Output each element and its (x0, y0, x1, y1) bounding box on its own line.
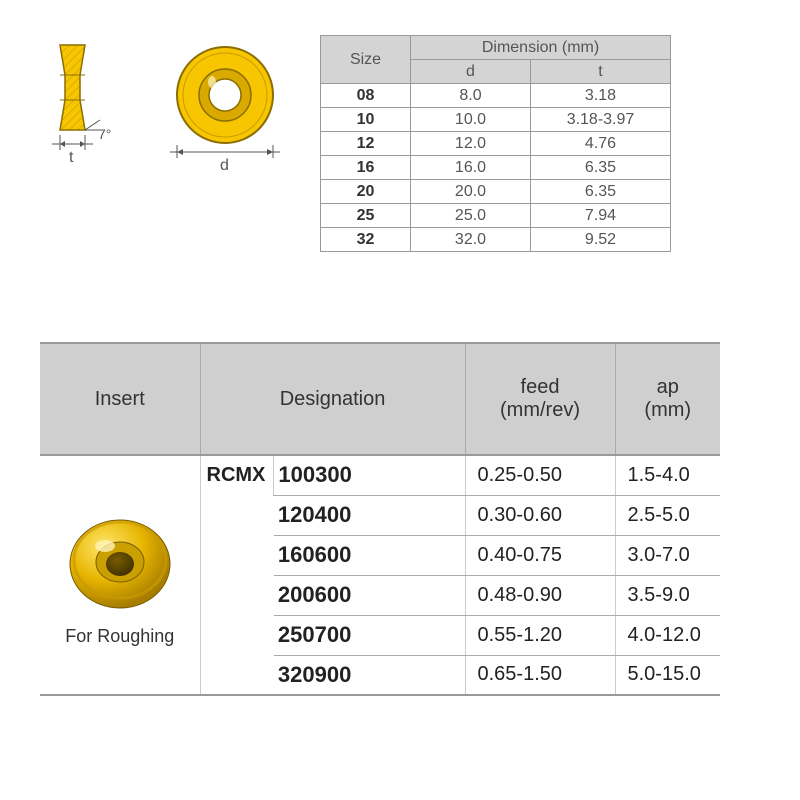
table-row: 088.03.18 (321, 84, 671, 108)
insert-cell: For Roughing (40, 455, 200, 695)
dim-header-t: t (531, 60, 671, 84)
table-row: For Roughing RCMX 100300 0.25-0.50 1.5-4… (40, 455, 720, 495)
table-row: 1010.03.18-3.97 (321, 108, 671, 132)
table-row: 1616.06.35 (321, 156, 671, 180)
designation-prefix: RCMX (200, 455, 274, 695)
insert-caption: For Roughing (48, 626, 192, 647)
dim-table-body: 088.03.18 1010.03.18-3.97 1212.04.76 161… (321, 84, 671, 252)
spec-header-insert: Insert (40, 343, 200, 455)
insert-icon (65, 514, 175, 614)
spec-header-ap: ap (mm) (615, 343, 720, 455)
dim-header-size: Size (321, 36, 411, 84)
spec-header-designation: Designation (200, 343, 465, 455)
spec-header-feed: feed (mm/rev) (465, 343, 615, 455)
table-row: 3232.09.52 (321, 228, 671, 252)
table-row: 1212.04.76 (321, 132, 671, 156)
table-row: 2525.07.94 (321, 204, 671, 228)
svg-text:d: d (220, 157, 229, 174)
dim-header-group: Dimension (mm) (411, 36, 671, 60)
svg-text:t: t (69, 149, 74, 166)
dimension-table: Size Dimension (mm) d t 088.03.18 1010.0… (320, 35, 671, 252)
top-section: 7° t d (40, 30, 770, 252)
table-row: 2020.06.35 (321, 180, 671, 204)
side-view-diagram: 7° t (40, 40, 130, 170)
spec-table: Insert Designation feed (mm/rev) ap (mm) (40, 342, 720, 696)
front-view-diagram: d (160, 40, 290, 180)
svg-text:7°: 7° (98, 126, 111, 142)
dim-header-d: d (411, 60, 531, 84)
